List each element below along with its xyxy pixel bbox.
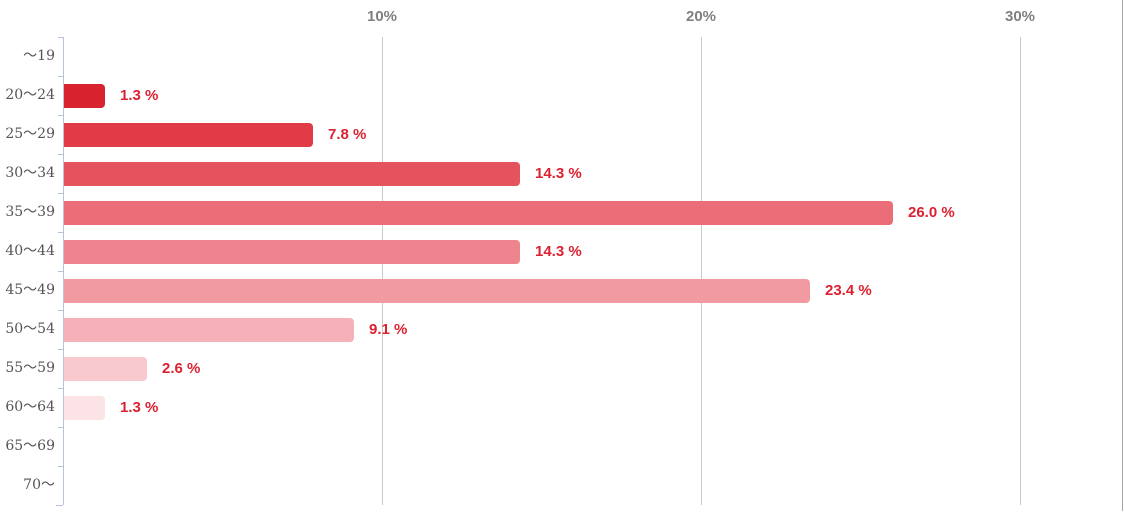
bar-50〜54 (64, 317, 354, 342)
y-axis-tick (58, 193, 63, 194)
value-label: 9.1 % (369, 321, 408, 338)
value-label: 14.3 % (535, 243, 582, 260)
y-axis-line (63, 37, 64, 505)
value-label: 26.0 % (908, 204, 955, 221)
value-label: 2.6 % (162, 360, 201, 377)
bar-45〜49 (64, 278, 810, 303)
y-axis-tick (58, 349, 63, 350)
x-axis-tick-label: 20% (685, 8, 717, 25)
value-label: 7.8 % (328, 126, 367, 143)
category-label: 45〜49 (5, 282, 55, 298)
bar-25〜29 (64, 122, 313, 147)
y-axis-tick (58, 154, 63, 155)
gridline-10% (382, 37, 383, 505)
gridline-30% (1020, 37, 1021, 505)
gridline-20% (701, 37, 702, 505)
bar-30〜34 (64, 161, 520, 186)
y-axis-tick (56, 505, 63, 506)
bar-60〜64 (64, 395, 105, 420)
y-axis-tick (58, 37, 63, 38)
category-label: 35〜39 (5, 204, 55, 220)
value-label: 1.3 % (120, 87, 159, 104)
y-axis-tick (58, 427, 63, 428)
bar-35〜39 (64, 200, 893, 225)
value-label: 1.3 % (120, 399, 159, 416)
category-label: 25〜29 (5, 126, 55, 142)
bar-20〜24 (64, 83, 105, 108)
category-label: 65〜69 (5, 438, 55, 454)
value-label: 14.3 % (535, 165, 582, 182)
category-label: 30〜34 (5, 165, 55, 181)
category-label: 〜19 (23, 48, 55, 64)
y-axis-tick (58, 115, 63, 116)
bar-55〜59 (64, 356, 147, 381)
category-label: 55〜59 (5, 360, 55, 376)
y-axis-tick (58, 388, 63, 389)
y-axis-tick (58, 76, 63, 77)
category-label: 20〜24 (5, 87, 55, 103)
y-axis-tick (58, 466, 63, 467)
bar-40〜44 (64, 239, 520, 264)
value-label: 23.4 % (825, 282, 872, 299)
y-axis-tick (58, 232, 63, 233)
screen-right-border (1122, 0, 1123, 511)
y-axis-tick (58, 271, 63, 272)
category-label: 60〜64 (5, 399, 55, 415)
category-label: 70〜 (23, 477, 55, 493)
x-axis-tick-label: 10% (366, 8, 398, 25)
y-axis-tick (58, 310, 63, 311)
category-label: 40〜44 (5, 243, 55, 259)
category-label: 50〜54 (5, 321, 55, 337)
x-axis-tick-label: 30% (1004, 8, 1036, 25)
